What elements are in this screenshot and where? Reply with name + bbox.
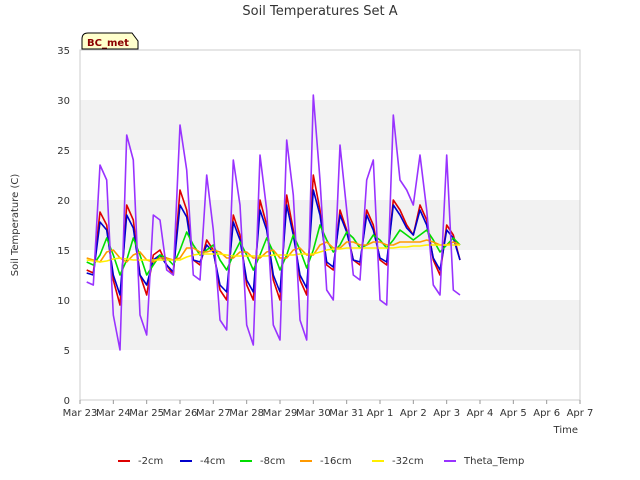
legend-label: -4cm [200, 456, 225, 467]
series-line-thetatemp [86, 94, 461, 351]
x-tick-label: Apr 7 [567, 408, 594, 419]
legend-label: Theta_Temp [463, 456, 524, 467]
grid-band [80, 300, 580, 350]
y-tick-label: 10 [57, 296, 70, 307]
y-tick-label: 35 [57, 46, 70, 57]
x-tick-label: Mar 30 [296, 408, 331, 419]
x-tick-label: Mar 29 [263, 408, 298, 419]
station-badge-label: BC_met [87, 38, 129, 49]
x-tick-label: Mar 26 [163, 408, 198, 419]
y-tick-label: 5 [64, 346, 70, 357]
x-tick-label: Mar 25 [129, 408, 164, 419]
x-tick-label: Mar 23 [63, 408, 98, 419]
legend: -2cm -4cm -8cm -16cm -32cm Theta_Temp [118, 456, 524, 467]
x-tick-label: Mar 27 [196, 408, 231, 419]
x-tick-label: Apr 2 [400, 408, 427, 419]
y-tick-label: 20 [57, 196, 70, 207]
x-tick-label: Mar 24 [96, 408, 131, 419]
grid-bands [80, 50, 580, 400]
x-tick-label: Apr 6 [533, 408, 560, 419]
series-lines [86, 94, 461, 351]
legend-label: -8cm [260, 456, 285, 467]
y-tick-label: 25 [57, 146, 70, 157]
series-line-8cm [86, 224, 461, 276]
series-line-32cm [86, 244, 460, 263]
grid-band [80, 150, 580, 200]
y-tick-label: 0 [64, 396, 70, 407]
grid-band [80, 200, 580, 250]
x-tick-label: Mar 28 [229, 408, 264, 419]
x-tick-label: Apr 3 [433, 408, 460, 419]
legend-label: -32cm [392, 456, 424, 467]
plot-frame [79, 49, 581, 401]
grid-band [80, 50, 580, 100]
y-tick-label: 30 [57, 96, 70, 107]
legend-label: -2cm [138, 456, 163, 467]
series-line-4cm [86, 189, 461, 296]
x-tick-label: Apr 1 [367, 408, 394, 419]
grid-band [80, 100, 580, 150]
y-axis-ticks: 0 5 10 15 20 25 30 35 [57, 46, 70, 407]
grid-band [80, 350, 580, 400]
x-tick-label: Mar 31 [329, 408, 364, 419]
grid-band [80, 250, 580, 300]
y-axis-label: Soil Temperature (C) [10, 174, 21, 277]
legend-label: -16cm [320, 456, 352, 467]
x-tick-label: Apr 4 [467, 408, 494, 419]
y-tick-label: 15 [57, 246, 70, 257]
x-axis-label: Time [553, 425, 578, 436]
x-tick-label: Apr 5 [500, 408, 527, 419]
chart-title: Soil Temperatures Set A [242, 4, 397, 19]
station-badge: BC_met [81, 32, 139, 50]
